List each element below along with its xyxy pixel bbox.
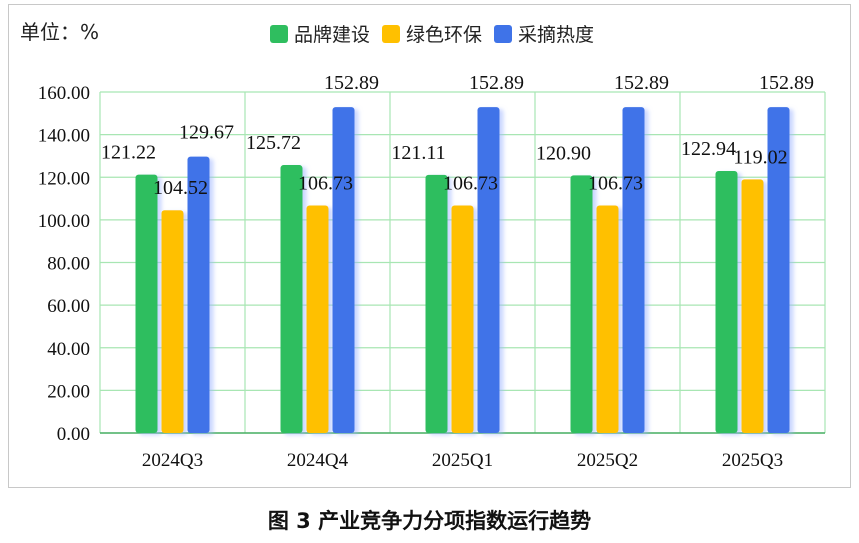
- y-tick-label: 60.00: [47, 296, 90, 317]
- y-tick-label: 160.00: [38, 83, 90, 104]
- legend-label-heat: 采摘热度: [518, 24, 595, 46]
- bar-heat: [332, 107, 355, 433]
- legend-item-green: 绿色环保: [382, 20, 482, 47]
- bar-brand: [280, 165, 303, 433]
- data-label: 152.89: [324, 72, 379, 94]
- x-tick-label: 2024Q4: [287, 450, 349, 471]
- grid-layer: 0.00 20.00 40.00 60.00 80.00 100.00 120.00 140.…: [38, 83, 826, 445]
- bar-green: [596, 205, 619, 433]
- bar-chart: 0.00 20.00 40.00 60.00 80.00 100.00 120.00 140.…: [38, 72, 826, 471]
- legend-label-brand: 品牌建设: [294, 24, 371, 46]
- y-tick-label: 0.00: [57, 424, 90, 445]
- y-tick-label: 140.00: [38, 126, 90, 147]
- bar-green: [306, 205, 329, 433]
- bar-heat: [477, 107, 500, 433]
- legend-label-green: 绿色环保: [406, 24, 483, 46]
- data-label: 104.52: [153, 177, 208, 199]
- bar-brand: [570, 175, 593, 433]
- legend-item-heat: 采摘热度: [494, 20, 594, 47]
- bar-layer: [135, 107, 790, 433]
- bar-green: [741, 179, 764, 433]
- data-label: 121.11: [391, 142, 445, 164]
- data-label: 106.73: [443, 173, 498, 195]
- bar-heat: [767, 107, 790, 433]
- legend-swatch-green: [382, 24, 401, 43]
- data-label: 152.89: [469, 72, 524, 94]
- x-tick-label: 2025Q3: [722, 450, 783, 471]
- bar-green: [451, 205, 474, 433]
- y-tick-label: 120.00: [38, 168, 90, 189]
- y-tick-label: 80.00: [47, 254, 90, 275]
- x-tick-label: 2024Q3: [142, 450, 203, 471]
- bar-brand: [135, 174, 158, 433]
- bar-brand: [425, 174, 448, 433]
- data-label: 152.89: [759, 72, 814, 94]
- legend-swatch-heat: [494, 24, 513, 43]
- legend: 品牌建设 绿色环保 采摘热度: [270, 20, 594, 47]
- label-layer: 121.22 104.52 129.67 2024Q3 125.72 106.73 152.…: [101, 72, 814, 471]
- unit-label: 单位：%: [20, 20, 100, 44]
- data-label: 152.89: [614, 72, 669, 94]
- bar-brand: [715, 170, 738, 433]
- data-label: 122.94: [681, 138, 736, 160]
- y-tick-label: 40.00: [47, 339, 90, 360]
- figure-caption: 图 3 产业竞争力分项指数运行趋势: [267, 509, 592, 533]
- data-label: 125.72: [246, 132, 301, 154]
- legend-swatch-brand: [270, 24, 288, 43]
- legend-item-brand: 品牌建设: [270, 20, 370, 47]
- y-tick-label: 100.00: [38, 211, 90, 232]
- x-tick-label: 2025Q2: [577, 450, 638, 471]
- y-tick-label: 20.00: [47, 381, 90, 402]
- data-label: 129.67: [179, 122, 234, 144]
- data-label: 119.02: [733, 146, 787, 168]
- bar-heat: [187, 156, 210, 433]
- data-label: 106.73: [588, 173, 643, 195]
- data-label: 121.22: [101, 142, 156, 164]
- x-tick-label: 2025Q1: [432, 450, 493, 471]
- data-label: 106.73: [298, 173, 353, 195]
- data-label: 120.90: [536, 142, 591, 164]
- bar-heat: [622, 107, 645, 433]
- bar-green: [161, 210, 184, 433]
